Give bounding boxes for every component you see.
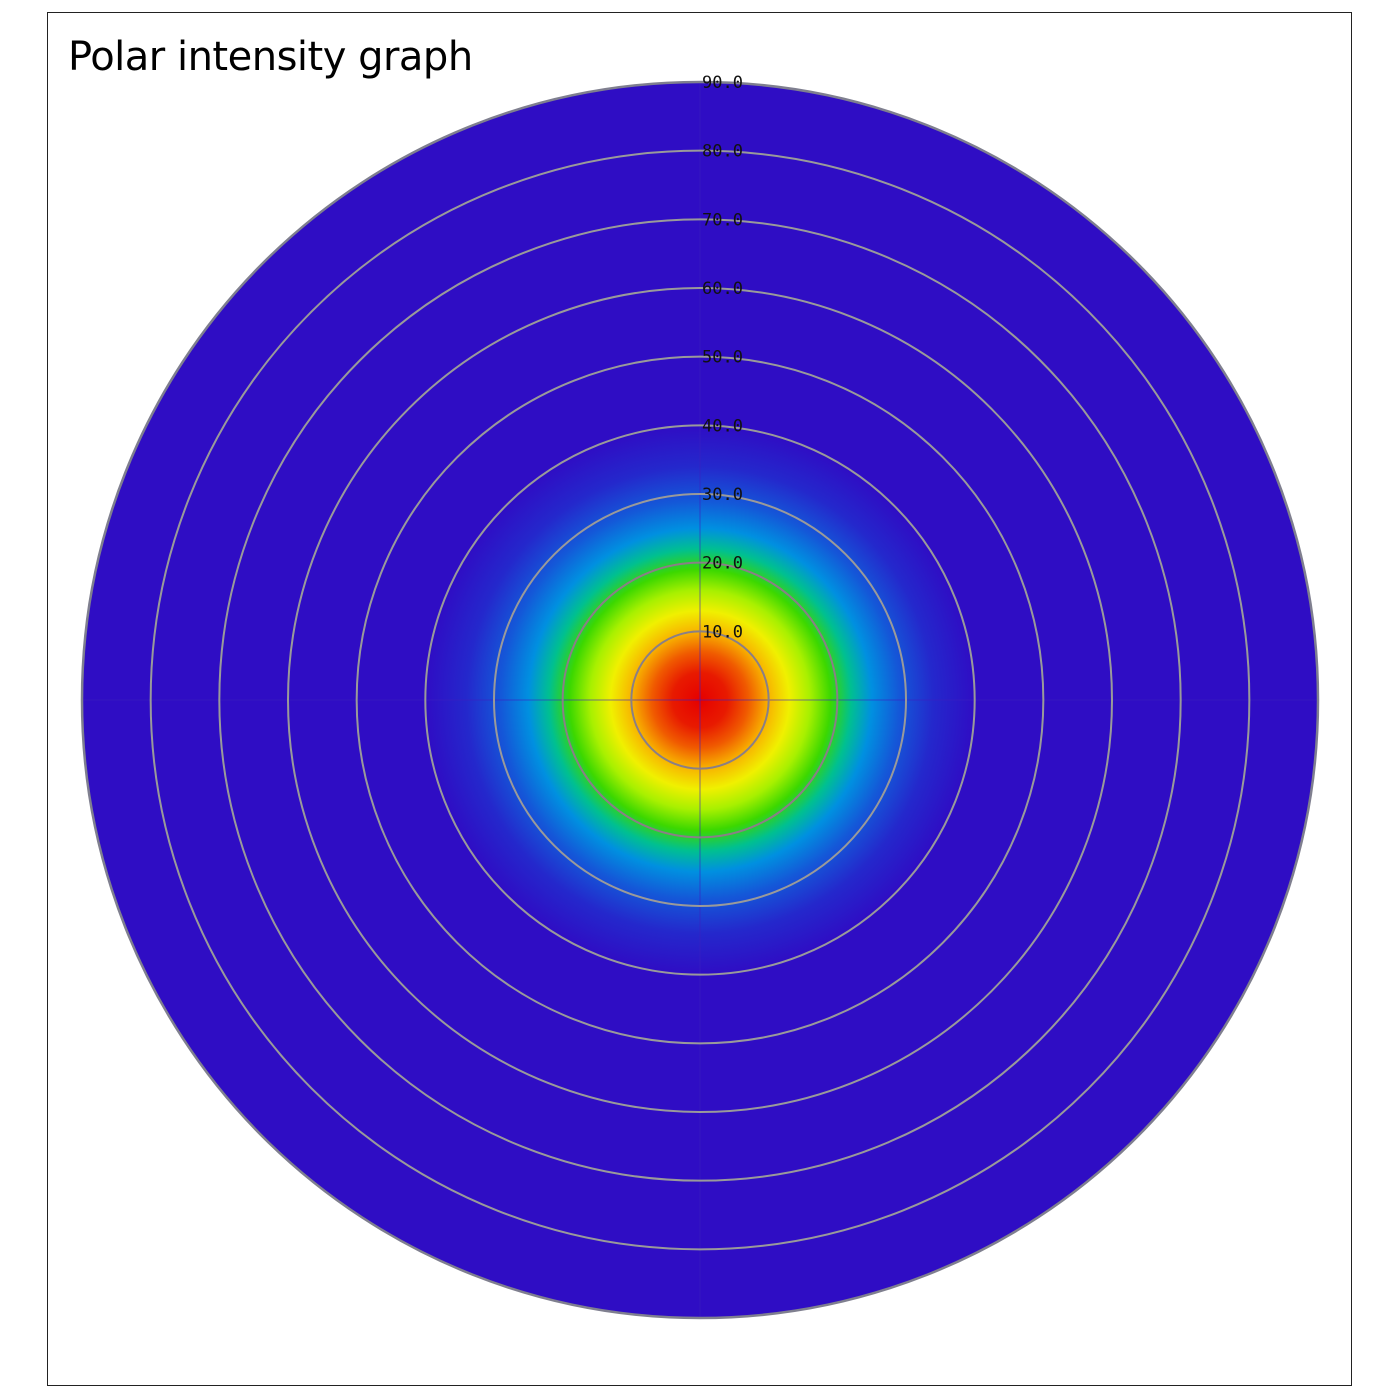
grid-ring-50 [355,355,1045,1045]
grid-ring-80 [149,149,1251,1251]
grid-ring-90 [80,80,1320,1320]
radial-tick-label: 30.0 [702,485,743,505]
radial-tick-label: 80.0 [702,142,743,162]
grid-ring-70 [218,218,1182,1182]
radial-tick-label: 20.0 [702,554,743,574]
grid-ring-60 [287,287,1113,1113]
radial-tick-label: 60.0 [702,279,743,299]
radial-tick-label: 40.0 [702,416,743,436]
grid-ring-10 [630,630,770,770]
radial-tick-label: 70.0 [702,210,743,230]
chart-title: Polar intensity graph [68,34,473,80]
radial-tick-label: 50.0 [702,348,743,368]
grid-ring-40 [424,424,976,976]
radial-tick-label: 90.0 [702,73,743,93]
radial-tick-label: 10.0 [702,622,743,642]
grid-ring-30 [493,493,907,907]
grid-ring-20 [561,561,839,839]
